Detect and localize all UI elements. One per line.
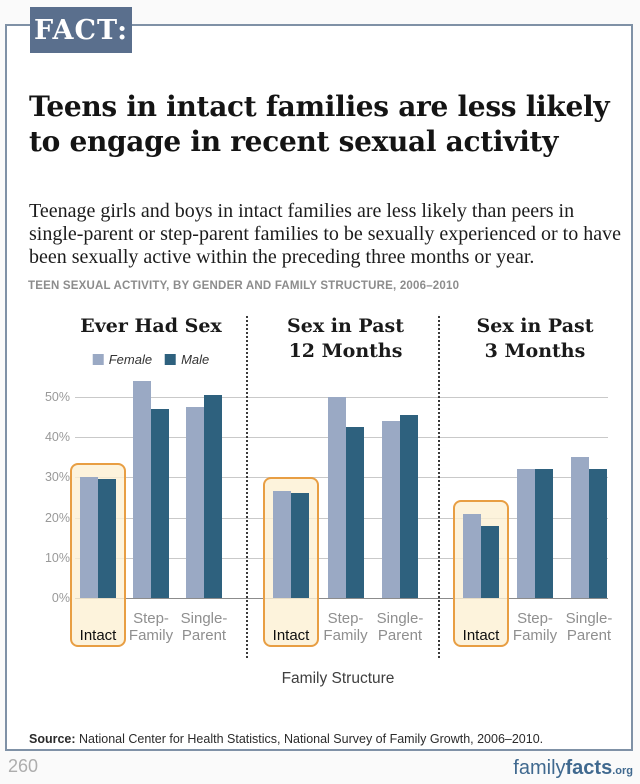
category-label: Step- Family <box>323 610 368 644</box>
x-axis-title: Family Structure <box>281 670 395 687</box>
bar-pair <box>463 513 499 598</box>
y-tick-label: 0% <box>51 591 70 605</box>
category-label: Step- Family <box>512 610 558 644</box>
legend-label: Male <box>181 352 210 367</box>
y-tick-label: 50% <box>44 390 70 404</box>
bar-female <box>382 421 400 598</box>
y-tick-label: 20% <box>44 510 70 525</box>
category-label: Step- Family <box>128 610 174 644</box>
bar-male <box>204 395 222 598</box>
logo-facts: facts <box>565 757 613 779</box>
bar-pair <box>382 415 418 598</box>
bar-female <box>571 457 589 598</box>
bar-pair <box>571 457 607 598</box>
bar-male <box>291 493 309 598</box>
legend-label: Female <box>108 352 153 367</box>
chart-panel <box>80 380 222 598</box>
bar-female <box>80 477 98 598</box>
y-tick-label: 10% <box>44 550 70 565</box>
bar-pair <box>327 397 364 598</box>
bar-male <box>535 469 553 598</box>
source-note: Source: National Center for Health Stati… <box>29 732 609 746</box>
bar-male <box>481 525 499 598</box>
bar-female <box>327 397 346 598</box>
group-title: Sex in Past 3 Months <box>476 315 594 362</box>
bar-pair <box>273 491 309 598</box>
chart-title: TEEN SEXUAL ACTIVITY, BY GENDER AND FAMI… <box>28 280 460 292</box>
bar-male <box>589 469 607 598</box>
panel-separator <box>246 316 248 658</box>
page-number: 260 <box>8 756 39 776</box>
fact-badge: FACT: <box>30 7 132 53</box>
bar-male <box>400 415 418 598</box>
chart-panel <box>463 381 607 598</box>
bar-female <box>273 491 291 598</box>
legend-swatch-female <box>92 354 104 365</box>
legend-swatch-male <box>165 354 177 365</box>
bar-female <box>186 407 204 598</box>
source-text: National Center for Health Statistics, N… <box>75 731 544 746</box>
bar-male <box>151 409 169 598</box>
legend-item: Female <box>92 352 153 367</box>
chart-panel <box>273 381 418 598</box>
bar-male <box>98 479 116 598</box>
chart-legend: Female Male <box>92 352 209 367</box>
y-tick-label: 30% <box>44 470 70 485</box>
logo-family: family <box>513 757 566 779</box>
panel-separator <box>438 316 440 658</box>
group-title: Ever Had Sex <box>80 315 222 337</box>
bar-female <box>463 513 481 598</box>
bar-pair <box>186 395 222 598</box>
bar-male <box>345 427 364 598</box>
description-text: Teenage girls and boys in intact familie… <box>29 200 621 268</box>
category-label: Single- Parent <box>376 610 424 644</box>
bar-pair <box>133 380 169 598</box>
category-label: Intact <box>79 626 117 644</box>
source-label: Source: <box>29 731 76 746</box>
category-label: Single- Parent <box>180 610 228 644</box>
bar-pair <box>80 477 116 598</box>
x-axis-line <box>75 598 608 599</box>
bar-pair <box>517 469 553 598</box>
familyfacts-logo: family facts .org <box>513 757 633 780</box>
bar-female <box>517 469 535 598</box>
legend-item: Male <box>165 352 209 367</box>
page-title: Teens in intact families are less likely… <box>29 89 610 158</box>
bar-female <box>133 380 151 598</box>
category-label: Intact <box>272 626 310 644</box>
y-tick-label: 40% <box>44 430 70 445</box>
group-title: Sex in Past 12 Months <box>287 315 404 362</box>
category-label: Single- Parent <box>565 610 613 644</box>
category-label: Intact <box>462 626 500 644</box>
logo-org: .org <box>612 765 633 777</box>
